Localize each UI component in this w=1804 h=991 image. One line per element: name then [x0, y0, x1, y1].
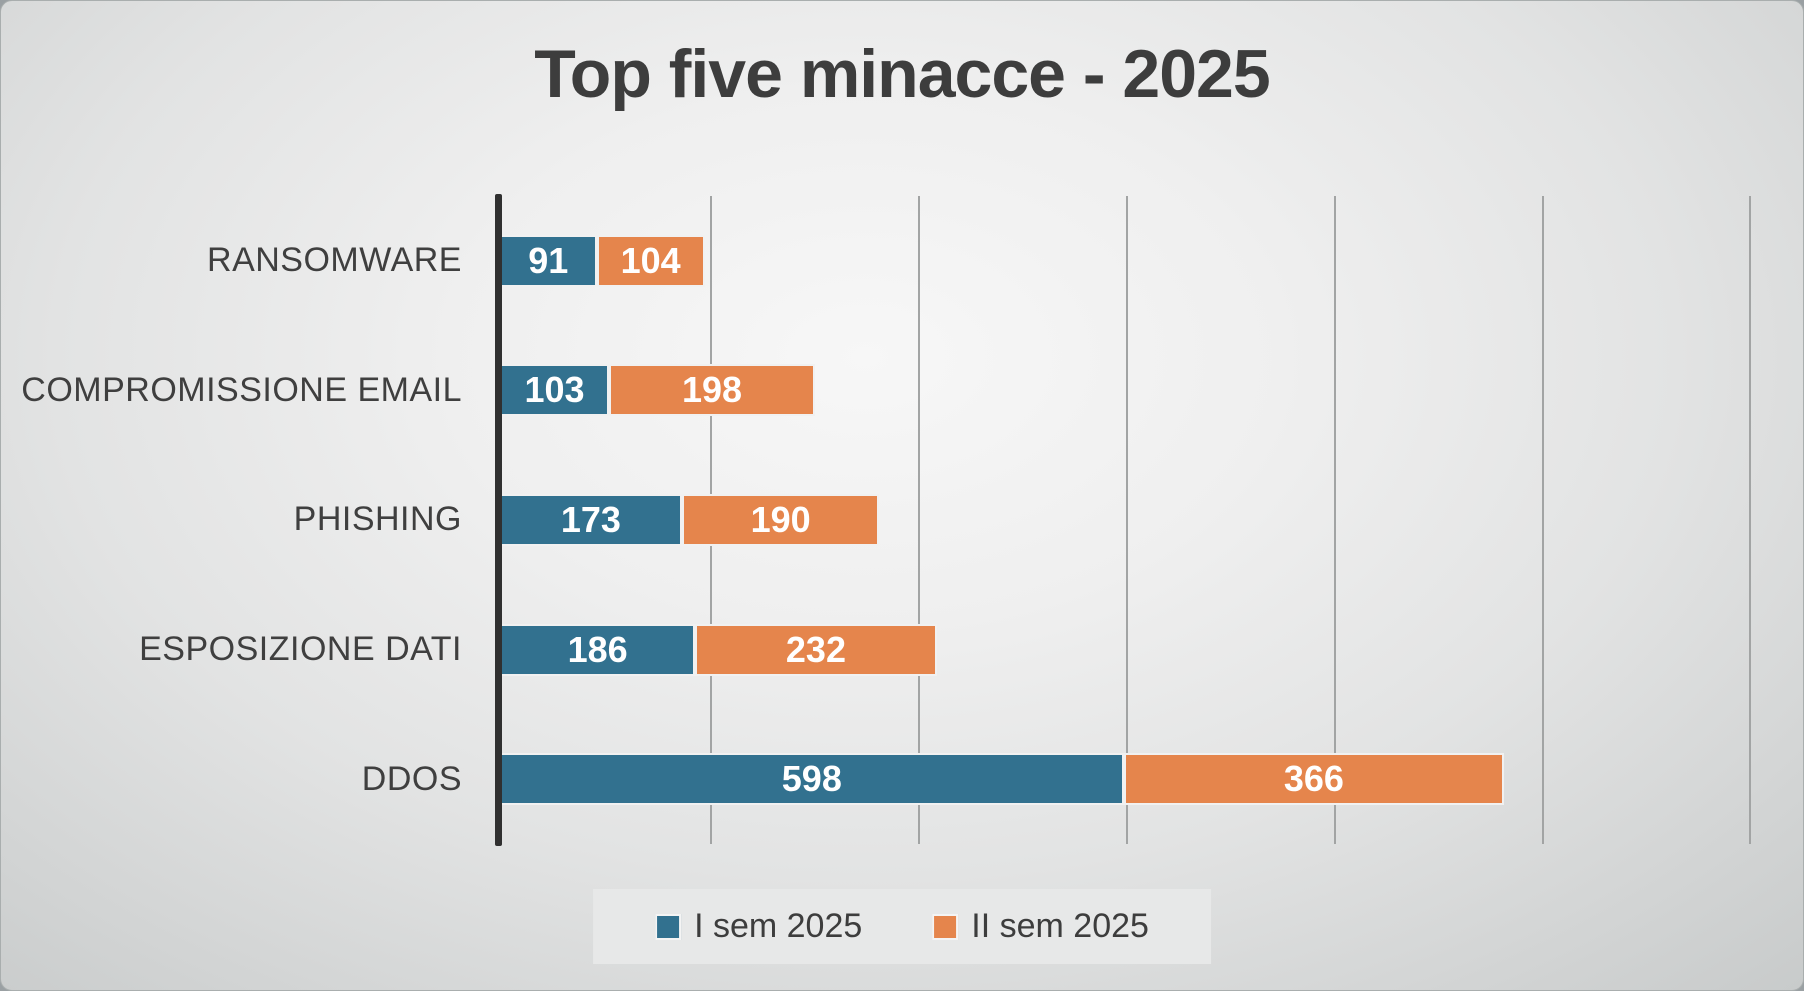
- legend-swatch-ii-sem-2025: [932, 913, 959, 940]
- bar-row-ddos: 598 366: [502, 753, 1789, 806]
- bar-value-label: 598: [781, 758, 842, 800]
- bar-value-label: 198: [681, 369, 743, 411]
- bar-segment-i-sem-2025-ddos: 598: [502, 753, 1124, 806]
- bar-row-esposizione-dati: 186 232: [502, 623, 1789, 676]
- gridline: [1749, 196, 1752, 844]
- bar-value-label: 366: [1283, 758, 1344, 800]
- bar-value-label: 173: [560, 499, 621, 540]
- y-axis-line: [495, 194, 502, 846]
- gridline: [1541, 196, 1544, 844]
- bar-row-phishing: 173 190: [502, 494, 1789, 546]
- bar-segment-ii-sem-2025-esposizione-dati: 232: [695, 623, 937, 676]
- bar-value-label: 232: [785, 628, 846, 670]
- category-label-compromissione-email: COMPROMISSIONE EMAIL: [21, 370, 462, 409]
- category-label-ddos: DDOS: [361, 759, 462, 798]
- bar-row-compromissione-email: 103 198: [502, 364, 1789, 417]
- legend-item-ii-sem-2025: II sem 2025: [932, 907, 1149, 946]
- bar-value-label: 103: [524, 369, 585, 411]
- gridline: [1333, 196, 1336, 844]
- bar-value-label: 104: [620, 239, 681, 281]
- bar-value-label: 186: [567, 628, 628, 670]
- bar-value-label: 190: [750, 499, 811, 540]
- legend-swatch-i-sem-2025: [655, 913, 682, 940]
- chart-title: Top five minacce - 2025: [534, 36, 1270, 112]
- bar-segment-i-sem-2025-esposizione-dati: 186: [502, 623, 696, 676]
- category-label-phishing: PHISHING: [293, 500, 462, 539]
- gridline: [917, 196, 920, 844]
- legend-item-label: I sem 2025: [694, 907, 863, 945]
- plot-area: 91 104 103 198 173 190 186 232 598 366: [495, 194, 1789, 846]
- bar-segment-i-sem-2025-phishing: 173: [502, 494, 682, 546]
- chart-legend: I sem 2025 II sem 2025: [593, 889, 1211, 964]
- bar-chart: 91 104 103 198 173 190 186 232 598 366 RANSOMWARE…: [1, 194, 1803, 846]
- category-label-esposizione-dati: ESPOSIZIONE DATI: [139, 630, 462, 669]
- bar-segment-i-sem-2025-ransomware: 91: [502, 234, 597, 287]
- category-label-ransomware: RANSOMWARE: [207, 241, 462, 280]
- legend-item-label: II sem 2025: [971, 907, 1149, 945]
- bar-segment-ii-sem-2025-compromissione-email: 198: [609, 364, 815, 417]
- bar-row-ransomware: 91 104: [502, 234, 1789, 287]
- bar-value-label: 91: [528, 239, 569, 281]
- bar-segment-ii-sem-2025-ddos: 366: [1123, 753, 1505, 806]
- legend-item-i-sem-2025: I sem 2025: [655, 907, 862, 946]
- bar-segment-i-sem-2025-compromissione-email: 103: [502, 364, 610, 417]
- bar-segment-ii-sem-2025-ransomware: 104: [596, 234, 705, 287]
- gridline: [1125, 196, 1128, 844]
- bar-segment-ii-sem-2025-phishing: 190: [681, 494, 880, 546]
